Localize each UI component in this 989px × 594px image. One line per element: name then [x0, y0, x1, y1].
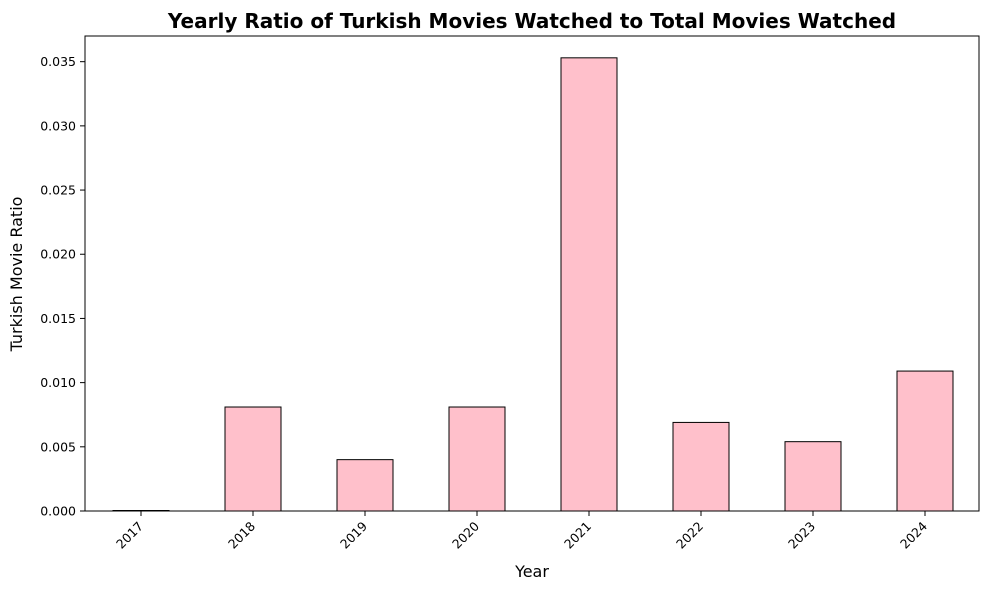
y-tick-label: 0.025 [40, 183, 76, 198]
bar-2024 [896, 370, 954, 512]
bar-2022 [672, 421, 730, 512]
plot-frame [84, 35, 980, 512]
y-tick-label: 0.020 [40, 247, 76, 262]
y-tick-label: 0.015 [40, 311, 76, 326]
x-axis-ticks: 2017 2018 2019 2020 2021 2022 2023 2024 [113, 511, 930, 552]
bar-2023 [784, 441, 842, 512]
bar-2021 [560, 57, 618, 512]
y-tick-label: 0.010 [40, 375, 76, 390]
y-axis-ticks: 0.000 0.005 0.010 0.015 0.020 0.025 0.030 0.035 [40, 54, 85, 519]
x-tick-label: 2019 [337, 518, 370, 551]
bar-2018 [224, 406, 282, 512]
x-tick-label: 2021 [561, 519, 594, 552]
x-tick-label: 2023 [785, 519, 818, 552]
bar-2020 [448, 406, 506, 512]
x-tick-label: 2022 [673, 519, 706, 552]
chart-title: Yearly Ratio of Turkish Movies Watched t… [167, 9, 896, 33]
bar-2019 [336, 459, 394, 512]
y-tick-label: 0.005 [40, 439, 76, 454]
x-tick-label: 2020 [449, 518, 482, 551]
x-tick-label: 2017 [113, 519, 146, 552]
y-axis-label: Turkish Movie Ratio [7, 197, 26, 353]
x-axis-label: Year [514, 562, 549, 581]
x-tick-label: 2018 [225, 518, 258, 551]
bars-group [112, 57, 954, 512]
y-tick-label: 0.000 [40, 504, 76, 519]
y-tick-label: 0.030 [40, 118, 76, 133]
y-tick-label: 0.035 [40, 54, 76, 69]
x-tick-label: 2024 [897, 518, 930, 551]
